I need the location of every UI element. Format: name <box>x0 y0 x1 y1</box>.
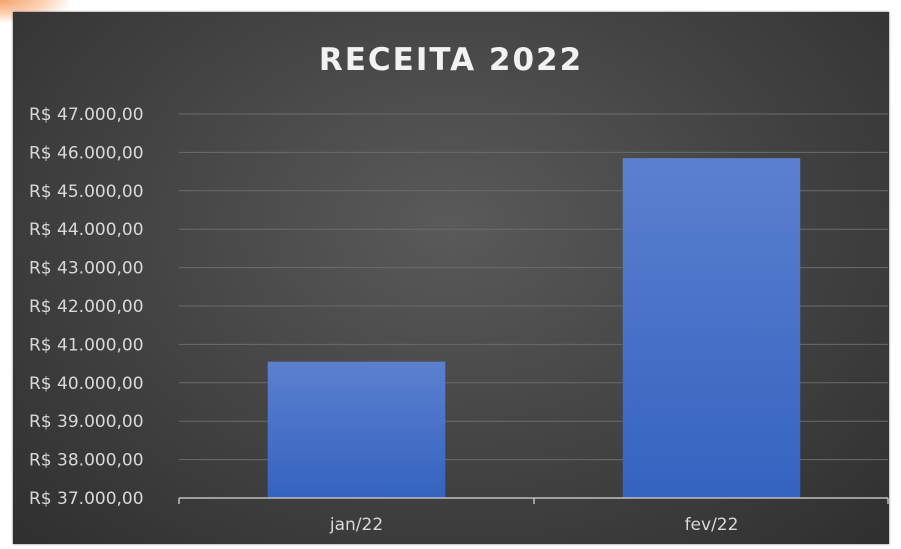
y-axis-labels: R$ 37.000,00 R$ 38.000,00 R$ 39.000,00 R$ 4… <box>29 105 144 509</box>
x-tick-label: jan/22 <box>329 515 383 535</box>
y-tick-label: R$ 43.000,00 <box>29 259 144 279</box>
y-tick-label: R$ 42.000,00 <box>29 297 144 317</box>
y-tick-label: R$ 41.000,00 <box>29 335 144 355</box>
chart-title: RECEITA 2022 <box>318 42 584 78</box>
plot-svg: R$ 37.000,00 R$ 38.000,00 R$ 39.000,00 R$ 4… <box>29 105 889 535</box>
y-tick-label: R$ 46.000,00 <box>29 143 144 163</box>
y-tick-label: R$ 40.000,00 <box>29 374 144 394</box>
y-tick-label: R$ 38.000,00 <box>29 451 144 471</box>
chart-area: RECEITA 2022 R$ 37.000,00 R$ 38.000,00 R$ … <box>13 12 889 544</box>
bar-jan-22 <box>267 361 446 498</box>
x-axis <box>178 497 889 504</box>
x-axis-labels: jan/22 fev/22 <box>329 515 739 535</box>
x-tick-label: fev/22 <box>685 515 739 535</box>
bar-fev-22 <box>622 158 801 498</box>
y-tick-label: R$ 47.000,00 <box>29 105 144 125</box>
y-tick-label: R$ 37.000,00 <box>29 489 144 509</box>
bars <box>267 158 801 498</box>
y-tick-label: R$ 45.000,00 <box>29 182 144 202</box>
y-tick-label: R$ 44.000,00 <box>29 220 144 240</box>
y-tick-label: R$ 39.000,00 <box>29 412 144 432</box>
